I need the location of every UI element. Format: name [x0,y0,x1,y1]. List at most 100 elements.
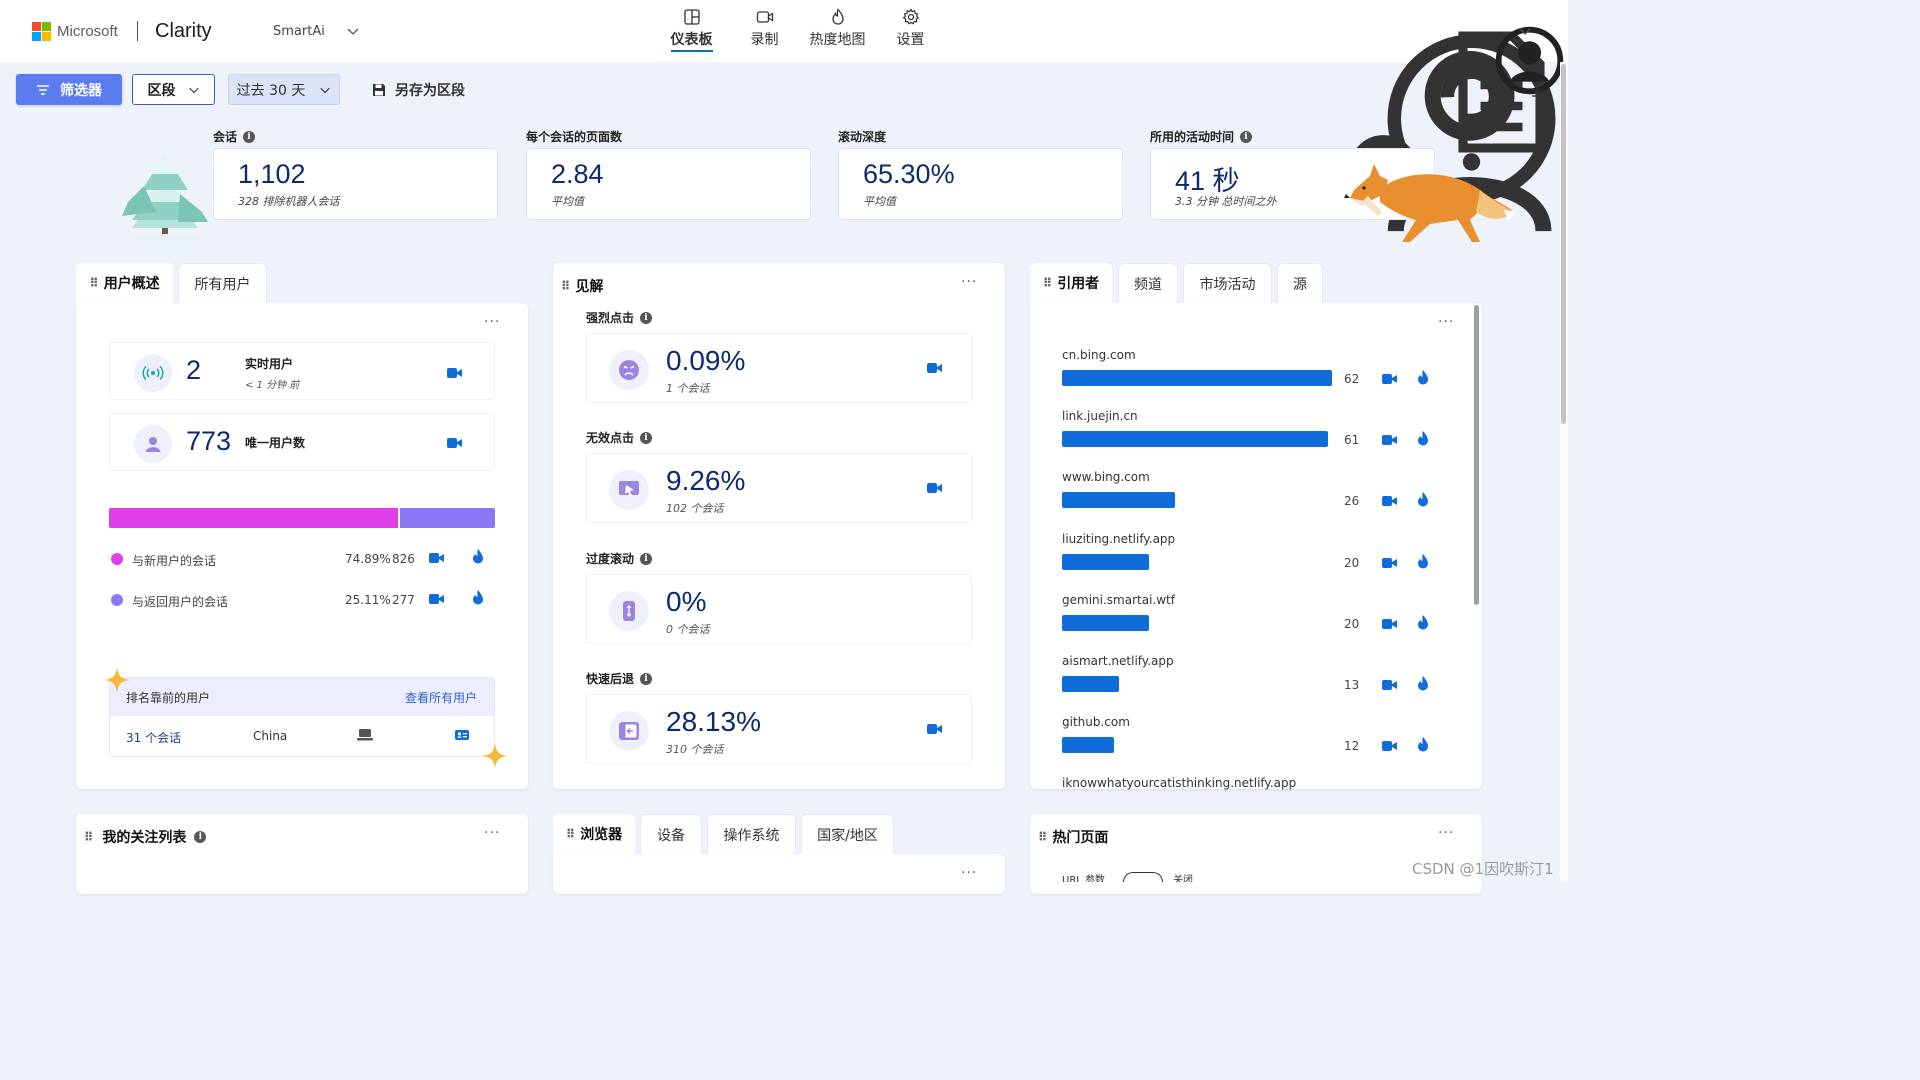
heatmap-flame-icon[interactable] [1417,737,1429,755]
info-icon[interactable]: i [640,672,653,685]
user-id-card-icon[interactable] [455,729,469,741]
drag-handle-icon[interactable]: ⠿ [565,827,575,841]
recording-camera-icon[interactable] [1382,434,1398,449]
more-options-icon[interactable]: ··· [961,274,978,290]
tab-os[interactable]: 操作系统 [707,814,796,854]
recording-camera-icon[interactable] [1382,495,1398,510]
date-range-dropdown[interactable]: 过去 30 天 [228,74,340,105]
tab-channels[interactable]: 频道 [1118,263,1178,303]
project-selector-label[interactable]: SmartAi [273,24,325,39]
view-all-users-link[interactable]: 查看所有用户 [405,691,478,705]
referrer-name[interactable]: aismart.netlify.app [1062,654,1174,668]
heatmap-flame-icon[interactable] [472,549,484,564]
recording-camera-icon[interactable] [1382,740,1398,755]
unique-users-card[interactable]: 773 唯一用户数 [109,413,495,471]
info-icon[interactable]: i [640,552,653,565]
nav-recordings[interactable]: 录制 [728,8,801,52]
tab-campaigns[interactable]: 市场活动 [1183,263,1272,303]
microsoft-logo[interactable]: Microsoft [32,22,118,41]
recording-camera-icon[interactable] [429,552,445,564]
referrer-bar[interactable] [1062,737,1115,754]
info-icon[interactable]: i [1240,130,1253,143]
heatmap-flame-icon[interactable] [1417,676,1429,694]
referrer-name[interactable]: iknowwhatyourcatisthinking.netlify.app [1062,776,1297,791]
tab-referrers[interactable]: ⠿ 引用者 [1030,263,1112,303]
tab-browser[interactable]: ⠿ 浏览器 [553,814,635,854]
heatmap-flame-icon[interactable] [1417,553,1429,572]
tab-user-overview[interactable]: ⠿ 用户概述 [76,263,173,303]
download-icon[interactable] [1529,82,1545,98]
insight-card-rage-clicks[interactable]: 0.09% 1 个会话 [586,333,972,403]
more-options-icon[interactable]: ··· [1438,314,1455,330]
tab-country[interactable]: 国家/地区 [801,814,894,854]
tab-sources[interactable]: 源 [1277,263,1323,303]
info-icon[interactable]: i [640,311,653,324]
info-icon[interactable]: i [243,130,256,143]
referrer-name[interactable]: link.juejin.cn [1062,409,1138,424]
chevron-down-icon[interactable] [346,24,360,38]
referrers-scrollbar[interactable] [1474,305,1479,605]
more-options-icon[interactable]: ··· [484,314,501,330]
heatmap-flame-icon[interactable] [1417,370,1429,388]
top-user-sessions[interactable]: 31 个会话 [126,731,182,745]
save-segment-button[interactable]: 另存为区段 [371,80,465,100]
recording-camera-icon[interactable] [447,367,463,379]
metric-card-sessions[interactable]: 1,102 328 排除机器人会话 [213,148,498,220]
tab-all-users[interactable]: 所有用户 [178,263,267,303]
url-param-toggle[interactable] [1123,872,1163,882]
heatmap-flame-icon[interactable] [1417,614,1429,633]
tab-device[interactable]: 设备 [640,814,702,854]
referrer-name[interactable]: gemini.smartai.wtf [1062,592,1175,607]
heatmap-flame-icon[interactable] [1417,431,1429,449]
page-scrollbar-thumb[interactable] [1561,64,1566,424]
metric-card-scroll[interactable]: 65.30% 平均值 [838,148,1123,220]
referrer-name[interactable]: github.com [1062,715,1130,730]
drag-handle-icon[interactable]: ⠿ [84,830,93,844]
recording-camera-icon[interactable] [429,593,445,605]
recording-camera-icon[interactable] [1382,618,1398,633]
drag-handle-icon[interactable]: ⠿ [89,276,98,290]
referrer-name[interactable]: www.bing.com [1062,470,1150,485]
referrer-name[interactable]: liuziting.netlify.app [1062,531,1176,546]
recording-camera-icon[interactable] [927,482,943,494]
metric-card-pages[interactable]: 2.84 平均值 [526,148,811,220]
insight-card-dead-clicks[interactable]: 9.26% 102 个会话 [586,453,972,523]
info-icon[interactable]: i [640,431,653,444]
page-scrollbar[interactable] [1560,62,1568,882]
heatmap-flame-icon[interactable] [1417,492,1429,510]
referrer-bar[interactable] [1062,553,1150,570]
recording-camera-icon[interactable] [1382,557,1398,572]
referrer-bar[interactable] [1062,676,1119,692]
more-options-icon[interactable]: ··· [1438,825,1455,841]
app-name[interactable]: Clarity [155,20,212,42]
nav-heatmaps[interactable]: 热度地图 [801,8,874,52]
insight-card-excessive-scrolling[interactable]: 0% 0 个会话 [586,574,972,644]
drag-handle-icon[interactable]: ⠿ [561,279,570,293]
referrer-bar[interactable] [1062,431,1328,448]
metric-card-active-time[interactable]: 41 秒 3.3 分钟 总时间之外 [1150,148,1435,220]
referrer-bar[interactable] [1062,370,1332,386]
recording-camera-icon[interactable] [927,362,943,374]
recording-camera-icon[interactable] [447,437,463,449]
chevron-down-icon[interactable] [1518,24,1532,38]
drag-handle-icon[interactable]: ⠿ [1042,276,1052,290]
live-users-card[interactable]: 2 实时用户 < 1 分钟 前 [109,342,495,400]
referrer-bar[interactable] [1062,614,1150,631]
referrer-bar[interactable] [1062,492,1176,509]
heatmap-flame-icon[interactable] [472,590,484,605]
recording-camera-icon[interactable] [1382,373,1398,388]
nav-settings[interactable]: 设置 [874,8,947,52]
returning-users-segment[interactable] [400,508,495,528]
more-options-icon[interactable]: ··· [961,865,978,881]
recording-camera-icon[interactable] [1382,679,1398,694]
segment-dropdown[interactable]: 区段 [132,74,215,105]
referrer-name[interactable]: cn.bing.com [1062,348,1136,362]
more-options-icon[interactable]: ··· [484,825,501,841]
nav-dashboard[interactable]: 仪表板 [655,8,728,52]
insight-card-quick-backs[interactable]: 28.13% 310 个会话 [586,694,972,764]
info-icon[interactable]: i [194,831,207,843]
drag-handle-icon[interactable]: ⠿ [1038,830,1047,844]
recording-camera-icon[interactable] [927,723,943,735]
new-users-segment[interactable] [109,508,398,528]
filter-button[interactable]: 筛选器 [16,74,122,105]
